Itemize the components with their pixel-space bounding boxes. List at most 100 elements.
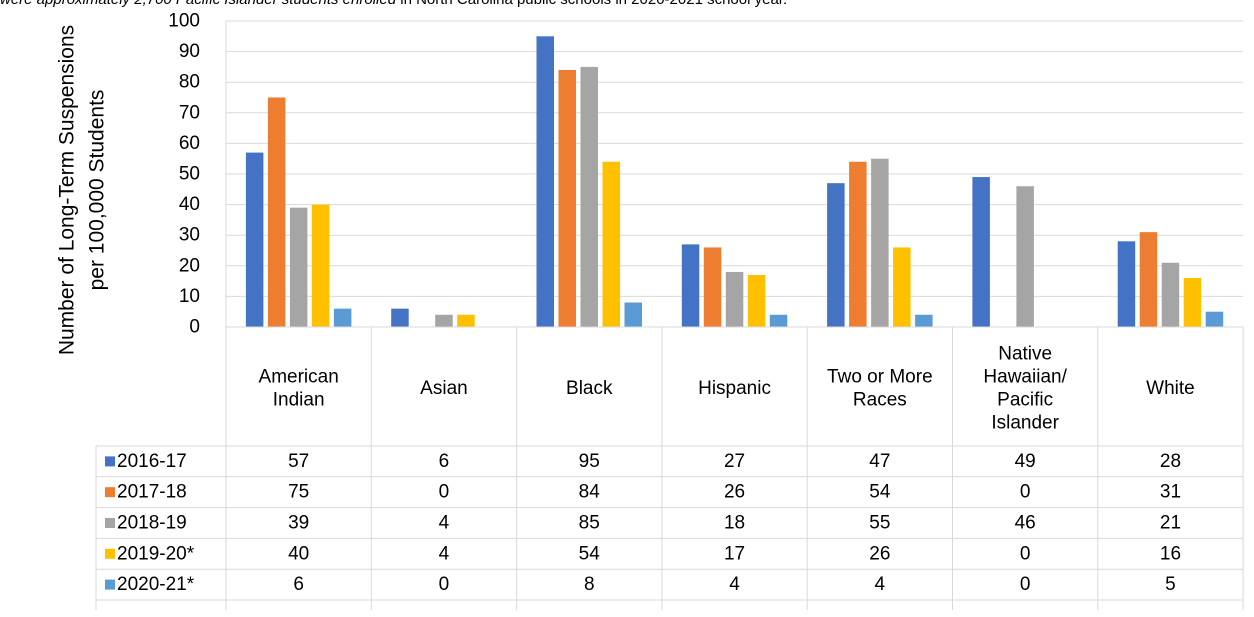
category-label: Hispanic xyxy=(698,378,771,399)
y-tick-label: 40 xyxy=(179,194,200,215)
bar xyxy=(915,314,933,327)
bar xyxy=(602,161,620,327)
table-value: 54 xyxy=(869,482,891,503)
table-value: 26 xyxy=(869,543,890,564)
bar xyxy=(1205,311,1224,327)
table-value: 95 xyxy=(579,451,600,472)
table-value: 18 xyxy=(724,513,745,534)
table-value: 0 xyxy=(1020,543,1031,564)
bar xyxy=(435,314,453,327)
bar xyxy=(267,97,286,327)
table-value: 0 xyxy=(439,482,450,503)
y-tick-label: 20 xyxy=(179,255,200,276)
chart-note-plain: in North Carolina public schools in 2020… xyxy=(396,0,787,8)
table-value: 5 xyxy=(1165,574,1176,595)
table-value: 4 xyxy=(729,574,740,595)
table-value: 6 xyxy=(293,574,304,595)
table-value: 0 xyxy=(439,574,450,595)
category-label: Black xyxy=(566,378,613,399)
table-value: 28 xyxy=(1160,451,1181,472)
legend-label: 2016-17 xyxy=(117,451,187,472)
bar xyxy=(725,271,744,327)
bar xyxy=(1117,241,1136,327)
category-label: American xyxy=(259,367,339,388)
bar xyxy=(849,161,867,327)
bar xyxy=(333,308,352,327)
legend-swatch xyxy=(105,456,115,467)
bar xyxy=(871,158,889,327)
table-value: 4 xyxy=(875,574,886,595)
category-label: Asian xyxy=(420,378,468,399)
category-label: Races xyxy=(853,390,907,411)
legend-swatch xyxy=(105,548,115,559)
y-tick-label: 70 xyxy=(179,102,200,123)
bar xyxy=(893,247,911,327)
bar xyxy=(1183,278,1202,327)
category-label: Indian xyxy=(273,390,325,411)
category-label: Islander xyxy=(991,413,1059,434)
bar xyxy=(1016,186,1034,327)
category-label: Native xyxy=(998,344,1052,365)
bar xyxy=(245,152,264,327)
table-value: 46 xyxy=(1015,513,1036,534)
chart-note-italic: were approximately 2,700 Pacific Islande… xyxy=(0,0,396,8)
bar xyxy=(558,69,576,328)
legend-label: 2020-21* xyxy=(117,574,195,595)
bar xyxy=(624,302,642,327)
y-tick-label: 0 xyxy=(189,317,200,338)
y-axis-label: per 100,000 Students xyxy=(86,90,109,291)
y-tick-label: 30 xyxy=(179,225,200,246)
table-value: 0 xyxy=(1020,482,1031,503)
bar xyxy=(1139,232,1158,327)
table-value: 27 xyxy=(724,451,745,472)
legend-swatch xyxy=(105,518,115,528)
table-value: 84 xyxy=(579,482,601,503)
category-label: Two or More xyxy=(827,367,933,388)
table-value: 85 xyxy=(579,513,600,534)
chart-note: were approximately 2,700 Pacific Islande… xyxy=(0,0,787,9)
category-label: Hawaiian/ xyxy=(983,367,1067,388)
table-value: 49 xyxy=(1015,451,1036,472)
bar xyxy=(536,36,554,328)
bar xyxy=(827,183,845,327)
legend-swatch xyxy=(105,579,115,590)
table-value: 47 xyxy=(869,451,890,472)
legend-label: 2019-20* xyxy=(117,543,195,564)
table-value: 16 xyxy=(1160,543,1181,564)
category-label: Pacific xyxy=(997,390,1053,411)
legend-swatch xyxy=(105,487,115,498)
bar xyxy=(972,177,990,327)
bar xyxy=(769,314,788,327)
bar xyxy=(580,66,598,328)
table-value: 21 xyxy=(1160,513,1181,534)
table-value: 75 xyxy=(288,482,309,503)
table-value: 54 xyxy=(579,543,601,564)
bar xyxy=(681,244,700,327)
table-value: 4 xyxy=(439,543,450,564)
table-value: 17 xyxy=(724,543,745,564)
bar xyxy=(289,207,308,327)
bar xyxy=(747,274,766,327)
y-tick-label: 50 xyxy=(179,164,200,185)
table-value: 57 xyxy=(288,451,309,472)
table-value: 6 xyxy=(439,451,450,472)
y-tick-label: 90 xyxy=(179,41,200,62)
y-tick-label: 10 xyxy=(179,286,200,307)
bar xyxy=(391,308,409,327)
bar xyxy=(311,204,330,327)
table-value: 26 xyxy=(724,482,745,503)
category-label: White xyxy=(1146,378,1195,399)
table-value: 39 xyxy=(288,513,309,534)
bar xyxy=(703,247,722,327)
bar xyxy=(457,314,475,327)
table-value: 55 xyxy=(869,513,890,534)
table-value: 31 xyxy=(1160,482,1181,503)
table-value: 40 xyxy=(288,543,309,564)
table-value: 0 xyxy=(1020,574,1031,595)
y-axis-label: Number of Long-Term Suspensions xyxy=(56,25,79,355)
y-tick-label: 80 xyxy=(179,72,200,93)
y-tick-label: 60 xyxy=(179,133,200,154)
bar xyxy=(1161,262,1180,327)
legend-label: 2018-19 xyxy=(117,513,187,534)
